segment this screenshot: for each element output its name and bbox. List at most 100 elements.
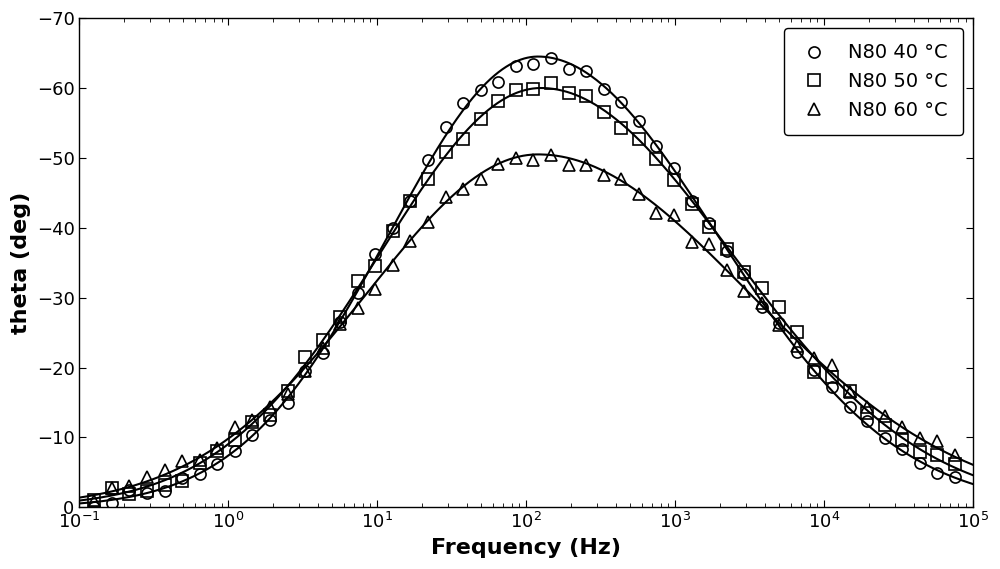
N80 40 °C <box>949 474 961 481</box>
N80 60 °C <box>686 239 698 246</box>
N80 50 °C <box>949 461 961 468</box>
N80 60 °C <box>317 344 329 351</box>
N80 40 °C <box>914 459 926 466</box>
N80 60 °C <box>440 193 452 200</box>
N80 60 °C <box>492 160 504 167</box>
N80 60 °C <box>721 266 733 273</box>
N80 40 °C <box>879 434 891 441</box>
N80 50 °C <box>738 269 750 275</box>
N80 60 °C <box>527 156 539 163</box>
N80 50 °C <box>123 490 135 497</box>
N80 50 °C <box>580 93 592 100</box>
N80 60 °C <box>211 444 223 451</box>
N80 50 °C <box>703 223 715 230</box>
N80 50 °C <box>510 86 522 93</box>
N80 40 °C <box>563 65 575 72</box>
N80 50 °C <box>756 284 768 291</box>
N80 40 °C <box>264 417 276 423</box>
N80 60 °C <box>88 497 100 504</box>
N80 60 °C <box>106 485 118 492</box>
N80 50 °C <box>141 488 153 494</box>
N80 50 °C <box>211 447 223 454</box>
N80 40 °C <box>896 446 908 453</box>
N80 40 °C <box>756 303 768 310</box>
N80 40 °C <box>791 349 803 356</box>
N80 60 °C <box>229 423 241 430</box>
N80 60 °C <box>545 152 557 159</box>
N80 40 °C <box>492 79 504 86</box>
N80 60 °C <box>352 305 364 312</box>
N80 40 °C <box>721 248 733 254</box>
N80 40 °C <box>123 487 135 494</box>
N80 60 °C <box>563 162 575 168</box>
N80 50 °C <box>88 496 100 503</box>
N80 40 °C <box>106 500 118 506</box>
N80 40 °C <box>703 220 715 226</box>
Legend: N80 40 °C, N80 50 °C, N80 60 °C: N80 40 °C, N80 50 °C, N80 60 °C <box>784 28 963 135</box>
N80 50 °C <box>686 201 698 208</box>
N80 40 °C <box>844 403 856 410</box>
N80 50 °C <box>334 314 346 321</box>
N80 40 °C <box>422 156 434 163</box>
N80 60 °C <box>387 262 399 269</box>
N80 60 °C <box>510 154 522 161</box>
N80 60 °C <box>738 287 750 294</box>
N80 40 °C <box>176 475 188 482</box>
N80 50 °C <box>721 245 733 252</box>
N80 60 °C <box>668 211 680 218</box>
N80 40 °C <box>246 432 258 439</box>
N80 60 °C <box>808 355 820 362</box>
N80 50 °C <box>615 124 627 131</box>
N80 40 °C <box>861 418 873 424</box>
Line: N80 40 °C: N80 40 °C <box>89 52 961 513</box>
N80 50 °C <box>440 148 452 155</box>
N80 50 °C <box>299 353 311 360</box>
N80 50 °C <box>826 374 838 381</box>
N80 40 °C <box>773 320 785 327</box>
N80 40 °C <box>440 124 452 131</box>
N80 40 °C <box>580 68 592 75</box>
N80 50 °C <box>106 484 118 491</box>
N80 60 °C <box>123 482 135 489</box>
N80 40 °C <box>808 366 820 373</box>
N80 40 °C <box>334 319 346 325</box>
N80 60 °C <box>703 241 715 248</box>
Line: N80 50 °C: N80 50 °C <box>89 78 961 505</box>
N80 50 °C <box>861 409 873 416</box>
N80 50 °C <box>457 135 469 142</box>
N80 50 °C <box>475 115 487 122</box>
N80 50 °C <box>563 89 575 96</box>
N80 50 °C <box>369 263 381 270</box>
N80 60 °C <box>264 403 276 410</box>
N80 40 °C <box>141 489 153 496</box>
N80 40 °C <box>615 98 627 105</box>
N80 50 °C <box>282 387 294 394</box>
N80 50 °C <box>159 481 171 488</box>
N80 40 °C <box>457 100 469 106</box>
N80 40 °C <box>527 60 539 67</box>
N80 60 °C <box>299 368 311 375</box>
N80 50 °C <box>492 97 504 104</box>
N80 60 °C <box>650 209 662 216</box>
N80 50 °C <box>791 329 803 336</box>
X-axis label: Frequency (Hz): Frequency (Hz) <box>431 538 621 558</box>
N80 60 °C <box>598 172 610 179</box>
N80 50 °C <box>317 337 329 344</box>
N80 40 °C <box>404 198 416 205</box>
N80 50 °C <box>422 175 434 182</box>
N80 40 °C <box>211 460 223 467</box>
N80 40 °C <box>387 224 399 231</box>
N80 60 °C <box>949 452 961 459</box>
N80 40 °C <box>545 55 557 61</box>
N80 60 °C <box>826 361 838 368</box>
Y-axis label: theta (deg): theta (deg) <box>11 192 31 334</box>
N80 60 °C <box>791 343 803 349</box>
N80 40 °C <box>317 350 329 357</box>
N80 40 °C <box>88 504 100 511</box>
N80 50 °C <box>808 368 820 375</box>
N80 50 °C <box>879 422 891 428</box>
N80 60 °C <box>844 388 856 395</box>
N80 60 °C <box>141 474 153 481</box>
N80 50 °C <box>404 198 416 205</box>
N80 60 °C <box>615 176 627 183</box>
